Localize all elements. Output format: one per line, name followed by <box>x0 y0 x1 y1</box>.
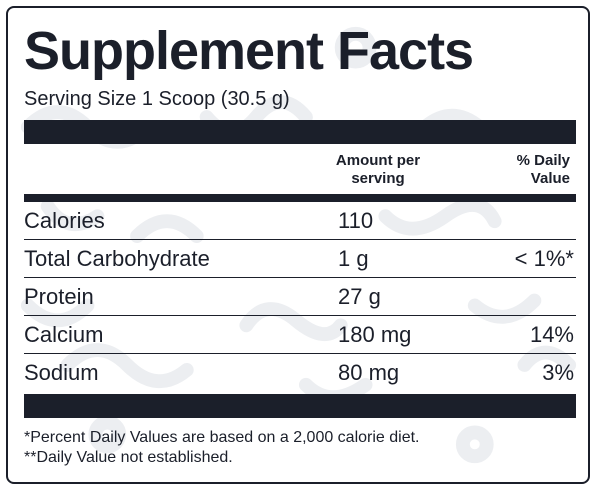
table-row: Total Carbohydrate 1 g < 1%* <box>24 240 576 278</box>
table-row: Calcium 180 mg 14% <box>24 316 576 354</box>
amount-header-line1: Amount per <box>335 152 421 169</box>
nutrient-name: Calcium <box>24 321 104 347</box>
top-divider-bar <box>24 120 576 144</box>
nutrient-name: Sodium <box>24 360 99 385</box>
nutrient-name: Calories <box>24 207 105 233</box>
label-title: Supplement Facts <box>24 21 474 81</box>
nutrient-amount: 1 g <box>338 245 369 271</box>
daily-value-header: % Daily Value <box>438 152 576 188</box>
column-header-row: Amount per serving % Daily Value <box>24 144 576 194</box>
dv-header-line1: % Daily <box>516 152 570 169</box>
table-row: Sodium 80 mg 3% <box>24 354 576 392</box>
nutrient-daily-value: < 1%* <box>514 245 574 271</box>
nutrient-name: Total Carbohydrate <box>24 245 210 271</box>
footnotes: *Percent Daily Values are based on a 2,0… <box>24 428 576 468</box>
nutrient-amount: 180 mg <box>338 321 412 347</box>
header-divider-bar <box>24 194 576 202</box>
footnote-not-established: **Daily Value not established. <box>24 449 233 466</box>
nutrient-table: Calories 110 Total Carbohydrate 1 g < 1%… <box>24 202 576 392</box>
nutrient-amount: 80 mg <box>338 360 400 385</box>
table-row: Protein 27 g <box>24 278 576 316</box>
nutrient-amount: 27 g <box>338 283 381 309</box>
supplement-facts-panel: Supplement Facts Serving Size 1 Scoop (3… <box>6 6 590 484</box>
dv-header-line2: Value <box>530 170 570 187</box>
bottom-divider-bar <box>24 394 576 418</box>
amount-header-line2: serving <box>351 170 405 187</box>
footnote-daily-values: *Percent Daily Values are based on a 2,0… <box>24 429 420 446</box>
label-content: Supplement Facts Serving Size 1 Scoop (3… <box>24 20 576 468</box>
table-row: Calories 110 <box>24 202 576 240</box>
nutrient-name: Protein <box>24 283 94 309</box>
amount-per-serving-header: Amount per serving <box>318 152 438 188</box>
nutrient-daily-value: 3% <box>542 360 574 385</box>
nutrient-amount: 110 <box>338 207 374 233</box>
serving-size: Serving Size 1 Scoop (30.5 g) <box>24 88 290 110</box>
nutrient-daily-value: 14% <box>529 321 574 347</box>
